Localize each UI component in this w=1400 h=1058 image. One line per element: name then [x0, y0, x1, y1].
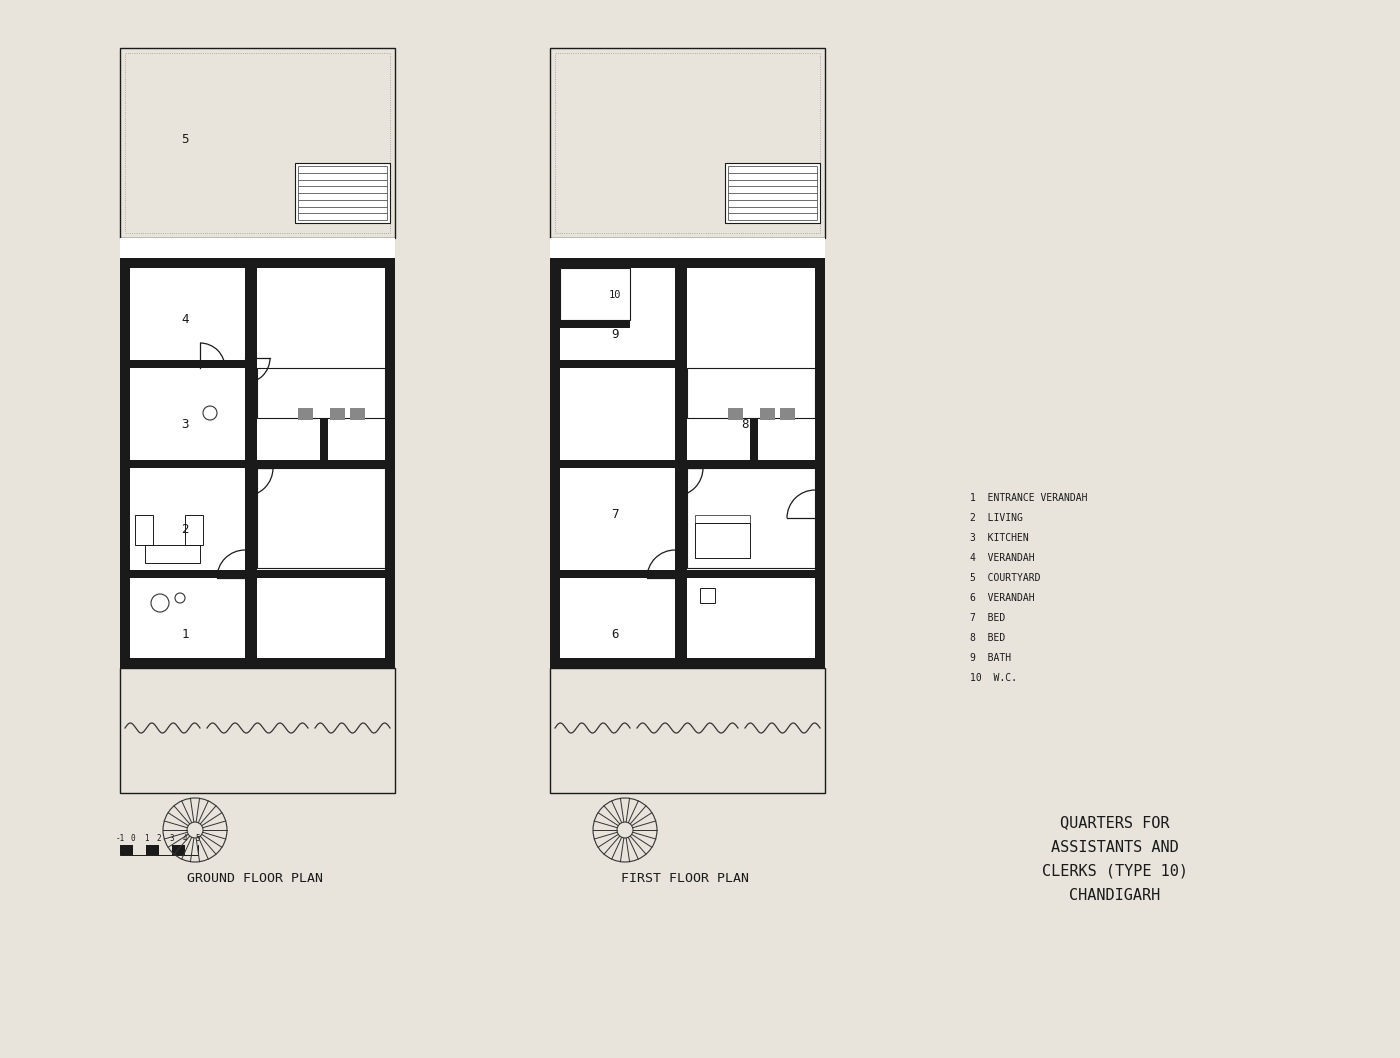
Bar: [550, 668, 825, 794]
Bar: [245, 258, 258, 668]
Bar: [298, 408, 314, 420]
Bar: [560, 360, 675, 368]
Bar: [694, 523, 750, 558]
Bar: [554, 733, 636, 788]
Bar: [258, 570, 385, 578]
Bar: [130, 360, 245, 368]
Bar: [815, 258, 825, 668]
Bar: [725, 163, 820, 223]
Bar: [687, 368, 815, 418]
Bar: [350, 408, 365, 420]
Text: 10  W.C.: 10 W.C.: [970, 673, 1016, 683]
Bar: [560, 268, 630, 320]
Bar: [675, 258, 687, 668]
Bar: [550, 238, 825, 668]
Bar: [125, 53, 391, 233]
Bar: [687, 570, 815, 578]
Bar: [694, 515, 750, 523]
Bar: [750, 418, 757, 468]
Text: 9: 9: [612, 328, 619, 341]
Bar: [146, 845, 160, 855]
Bar: [120, 238, 395, 668]
Bar: [780, 408, 795, 420]
Bar: [120, 258, 130, 668]
Text: FIRST FLOOR PLAN: FIRST FLOOR PLAN: [622, 872, 749, 884]
Text: 0: 0: [130, 834, 136, 843]
Bar: [120, 258, 395, 268]
Bar: [133, 845, 146, 855]
Bar: [258, 468, 385, 568]
Text: 2  LIVING: 2 LIVING: [970, 513, 1023, 523]
Bar: [120, 845, 133, 855]
Bar: [146, 545, 200, 563]
Bar: [185, 515, 203, 545]
Bar: [550, 658, 825, 668]
Text: 1  ENTRANCE VERANDAH: 1 ENTRANCE VERANDAH: [970, 493, 1088, 503]
Text: 8: 8: [741, 418, 749, 431]
Bar: [687, 460, 815, 468]
Bar: [321, 418, 328, 468]
Bar: [550, 48, 825, 238]
Bar: [550, 258, 825, 268]
Bar: [728, 408, 743, 420]
Text: 2: 2: [181, 523, 189, 536]
Text: 8  BED: 8 BED: [970, 633, 1005, 643]
Text: 3  KITCHEN: 3 KITCHEN: [970, 533, 1029, 543]
Bar: [560, 570, 675, 578]
Bar: [330, 408, 344, 420]
Bar: [133, 845, 146, 855]
Bar: [700, 588, 715, 603]
Text: CLERKS (TYPE 10): CLERKS (TYPE 10): [1042, 863, 1189, 878]
Bar: [550, 258, 560, 668]
Bar: [125, 733, 204, 788]
Text: 1: 1: [144, 834, 148, 843]
Text: 6  VERANDAH: 6 VERANDAH: [970, 592, 1035, 603]
Bar: [554, 53, 820, 233]
Bar: [738, 733, 820, 788]
Bar: [308, 733, 391, 788]
Bar: [120, 48, 395, 238]
Text: 9  BATH: 9 BATH: [970, 653, 1011, 663]
Bar: [295, 163, 391, 223]
Text: 1: 1: [181, 628, 189, 641]
Bar: [120, 668, 395, 794]
Bar: [560, 320, 630, 328]
Text: 2: 2: [157, 834, 161, 843]
Text: 6: 6: [612, 628, 619, 641]
Text: 7: 7: [612, 508, 619, 521]
Bar: [160, 845, 172, 855]
Bar: [160, 845, 172, 855]
Text: 4: 4: [182, 834, 188, 843]
Text: 5  COURTYARD: 5 COURTYARD: [970, 573, 1040, 583]
Text: 5: 5: [196, 834, 200, 843]
Text: 3: 3: [169, 834, 175, 843]
Bar: [134, 515, 153, 545]
Text: 5: 5: [181, 133, 189, 146]
Text: 4: 4: [181, 313, 189, 326]
Bar: [185, 845, 197, 855]
Bar: [120, 845, 133, 855]
Bar: [146, 845, 160, 855]
Text: 10: 10: [609, 290, 622, 300]
Text: ASSISTANTS AND: ASSISTANTS AND: [1051, 839, 1179, 855]
Text: CHANDIGARH: CHANDIGARH: [1070, 888, 1161, 902]
Bar: [120, 658, 395, 668]
Text: GROUND FLOOR PLAN: GROUND FLOOR PLAN: [188, 872, 323, 884]
Text: 4  VERANDAH: 4 VERANDAH: [970, 553, 1035, 563]
Bar: [172, 845, 185, 855]
Text: 3: 3: [181, 418, 189, 431]
Bar: [130, 460, 245, 468]
Bar: [185, 845, 197, 855]
Bar: [258, 368, 385, 418]
Bar: [172, 845, 185, 855]
Bar: [385, 258, 395, 668]
Bar: [760, 408, 776, 420]
Bar: [258, 460, 385, 468]
Bar: [130, 570, 245, 578]
Bar: [687, 468, 815, 568]
Text: 7  BED: 7 BED: [970, 613, 1005, 623]
Text: QUARTERS FOR: QUARTERS FOR: [1060, 816, 1170, 831]
Bar: [560, 460, 675, 468]
Text: -1: -1: [115, 834, 125, 843]
